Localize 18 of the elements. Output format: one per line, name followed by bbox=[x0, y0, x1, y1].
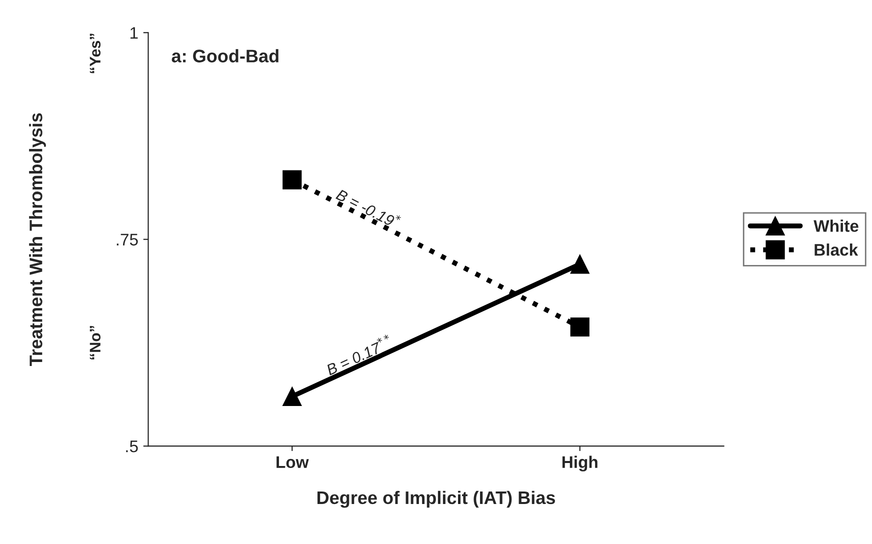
annotation: a: Good-Bad bbox=[172, 49, 278, 62]
point bbox=[570, 317, 590, 337]
x-tick-label: Low bbox=[276, 456, 309, 468]
annotation: B = 0.17$^{**}$ bbox=[324, 334, 394, 376]
text: “Yes” bbox=[90, 34, 101, 74]
y-tick-label: 1 bbox=[130, 27, 138, 39]
legend-label: White bbox=[814, 220, 858, 232]
x-tick-label: High bbox=[562, 456, 598, 472]
text: “No” bbox=[90, 326, 101, 360]
y-axis-title: Treatment With Thrombolysis bbox=[29, 113, 46, 366]
annotation: B = -0.19$^{*}$ bbox=[335, 186, 402, 230]
point bbox=[282, 386, 302, 406]
point bbox=[570, 254, 590, 274]
point bbox=[282, 170, 302, 190]
x-axis-title: Degree of Implicit (IAT) Bias bbox=[317, 490, 555, 508]
y-tick-label: .75 bbox=[116, 234, 138, 246]
legend-label: Black bbox=[814, 244, 858, 256]
y-tick-label: .5 bbox=[126, 440, 138, 452]
